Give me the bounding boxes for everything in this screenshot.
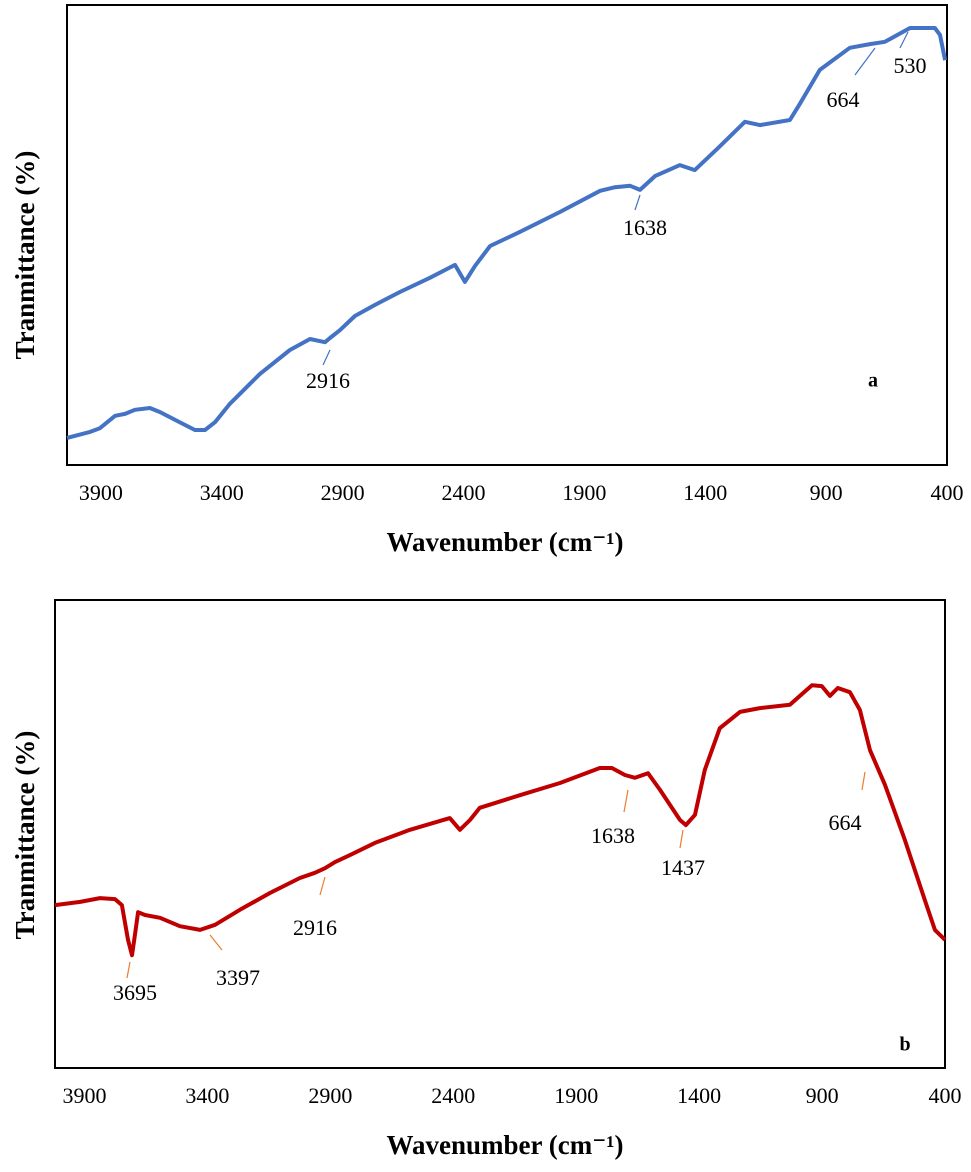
y-axis-label: Tranmittance (%) xyxy=(10,731,40,940)
annotation-leader xyxy=(126,961,131,979)
annotation-label: 1638 xyxy=(623,215,667,240)
annotation-leader xyxy=(861,771,866,791)
x-tick-label: 3400 xyxy=(185,1083,229,1108)
spectrum-line xyxy=(54,683,947,958)
panel-label: b xyxy=(899,1034,910,1056)
x-tick-label: 2400 xyxy=(431,1083,475,1108)
x-tick-label: 1900 xyxy=(554,1083,598,1108)
plot-frame xyxy=(54,599,946,1069)
annotation-label: 664 xyxy=(829,810,862,835)
annotation-label: 3695 xyxy=(113,980,157,1005)
annotation-leader xyxy=(679,829,684,849)
x-tick-label: 900 xyxy=(806,1083,839,1108)
plot-frame xyxy=(66,4,948,466)
annotation-label: 2916 xyxy=(293,915,337,940)
x-tick-label: 1400 xyxy=(677,1083,721,1108)
annotation-leader xyxy=(899,31,909,49)
annotation-leader xyxy=(319,876,326,896)
annotation-label: 1437 xyxy=(661,855,705,880)
annotation-label: 2916 xyxy=(306,368,350,393)
x-tick-label: 400 xyxy=(929,1083,962,1108)
x-tick-label: 1900 xyxy=(562,480,606,505)
x-axis-label: Wavenumber (cm⁻¹) xyxy=(386,527,623,557)
annotation-label: 3397 xyxy=(216,965,260,990)
panel-label: a xyxy=(868,370,878,392)
y-axis-label: Tranmittance (%) xyxy=(10,151,40,360)
x-tick-label: 3900 xyxy=(63,1083,107,1108)
x-tick-label: 900 xyxy=(810,480,843,505)
x-tick-label: 2900 xyxy=(321,480,365,505)
x-axis-label: Wavenumber (cm⁻¹) xyxy=(386,1130,623,1160)
annotation-leader xyxy=(854,47,876,76)
x-tick-label: 1400 xyxy=(683,480,727,505)
annotation-label: 1638 xyxy=(591,823,635,848)
x-tick-label: 2900 xyxy=(308,1083,352,1108)
annotation-leader xyxy=(322,349,331,366)
x-tick-label: 3400 xyxy=(200,480,244,505)
x-tick-label: 3900 xyxy=(79,480,123,505)
annotation-leader xyxy=(623,789,629,813)
x-tick-label: 2400 xyxy=(441,480,485,505)
x-tick-label: 400 xyxy=(931,480,964,505)
annotation-leader xyxy=(634,194,641,211)
annotation-leader xyxy=(209,934,223,951)
annotation-label: 664 xyxy=(827,87,860,112)
annotation-label: 530 xyxy=(894,53,927,78)
spectrum-line xyxy=(66,26,948,440)
